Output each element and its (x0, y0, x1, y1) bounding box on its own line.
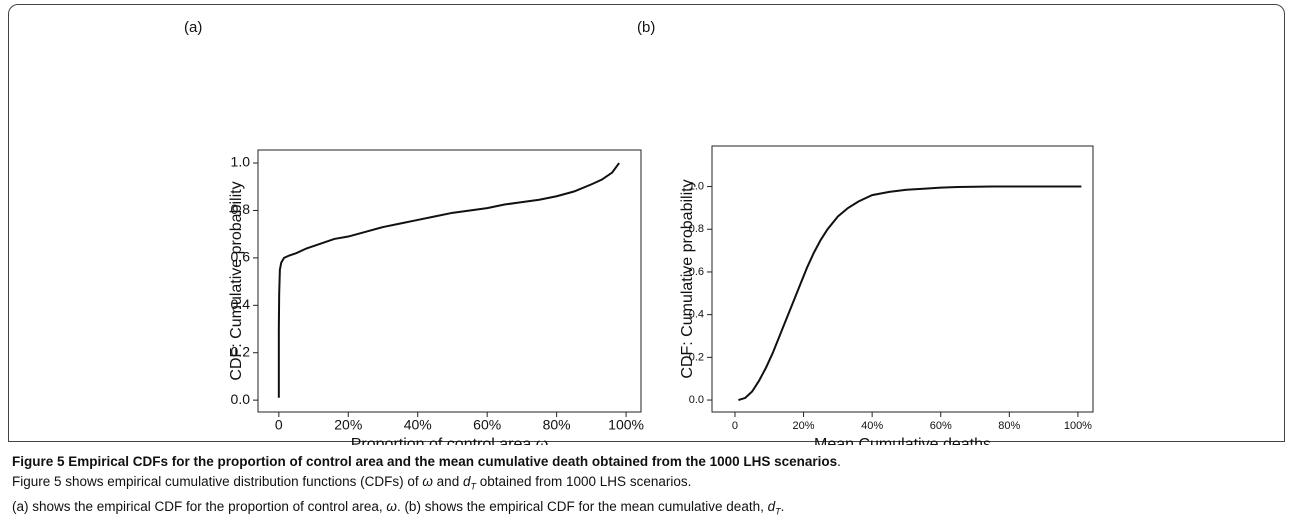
caption-line: (a) shows the empirical CDF for the prop… (12, 497, 1282, 521)
x-tick-label: 100% (1064, 420, 1092, 432)
x-tick-label: 60% (930, 420, 952, 432)
y-tick-label: 1.0 (231, 154, 251, 170)
x-tick-label: 20% (793, 420, 815, 432)
x-tick-label: 0 (275, 417, 283, 433)
caption-symbol: ω (422, 474, 433, 489)
y-tick-label: 1.0 (689, 180, 704, 192)
x-axis-label: Proportion of control area ω (351, 436, 548, 445)
x-tick-label: 40% (404, 417, 432, 433)
caption-text: . (780, 498, 785, 514)
caption-symbol: ω (386, 498, 397, 514)
y-tick-label: 0.8 (231, 201, 251, 217)
panel-label: (a) (184, 19, 202, 36)
x-tick-label: 40% (861, 420, 883, 432)
figure-frame (8, 4, 1285, 442)
caption-text: . (b) shows the empirical CDF for the me… (396, 498, 768, 514)
caption-text: and (432, 474, 463, 489)
y-tick-label: 0.6 (689, 266, 704, 278)
panel-label: (b) (637, 19, 655, 36)
x-tick-label: 20% (334, 417, 362, 433)
caption-subscript: T (470, 481, 476, 492)
y-tick-label: 0.6 (231, 249, 251, 265)
x-tick-label: 80% (998, 420, 1020, 432)
x-axis-label: Mean Cumulative deaths (814, 436, 991, 445)
x-tick-label: 60% (473, 417, 501, 433)
caption-text: obtained from 1000 LHS scenarios. (475, 474, 692, 489)
y-tick-label: 0.0 (689, 394, 704, 406)
caption-line: Figure 5 shows empirical cumulative dist… (12, 472, 1282, 497)
x-tick-label: 100% (608, 417, 644, 433)
cdf-line (738, 185, 1082, 401)
caption-title: Figure 5 Empirical CDFs for the proporti… (12, 454, 838, 469)
caption-title-line: Figure 5 Empirical CDFs for the proporti… (12, 452, 1282, 472)
cdf-line (277, 162, 620, 398)
page: (a) 0 20% 40% 60% 80% 100% 0.0 0.2 0.4 0.6 0.8 1.0 Pr… (8, 4, 1285, 517)
y-tick-label: 0.4 (231, 296, 251, 312)
y-tick-label: 0.2 (689, 351, 704, 363)
y-tick-label: 0.0 (231, 391, 251, 407)
caption-text: (a) shows the empirical CDF for the prop… (12, 498, 387, 514)
y-tick-label: 0.8 (689, 223, 704, 235)
x-tick-label: 80% (543, 417, 571, 433)
x-tick-label: 0 (732, 420, 738, 432)
y-axis-label: CDF: Cumulative probability (679, 179, 696, 378)
figure: (a) 0 20% 40% 60% 80% 100% 0.0 0.2 0.4 0.6 0.8 1.0 Pr… (184, 19, 1094, 445)
y-tick-label: 0.4 (689, 309, 704, 321)
caption-symbol: d (767, 498, 776, 514)
caption: Figure 5 Empirical CDFs for the proporti… (12, 452, 1282, 521)
caption-text: Figure 5 shows empirical cumulative dist… (12, 474, 423, 489)
caption-title-end: . (837, 454, 841, 469)
caption-symbol: d (462, 474, 471, 489)
y-axis-label: CDF: Cumulative probability (228, 181, 245, 380)
plot-frame (257, 149, 642, 413)
plot-frame (711, 145, 1094, 413)
y-tick-label: 0.2 (231, 343, 251, 359)
